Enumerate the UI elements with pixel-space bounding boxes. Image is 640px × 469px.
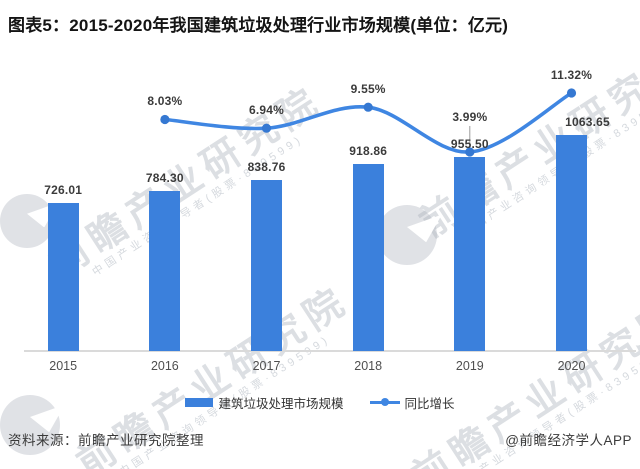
line-point-2019 bbox=[465, 147, 475, 157]
bar-value-label-2017: 838.76 bbox=[247, 160, 286, 175]
chart-legend: 建筑垃圾处理市场规模 同比增长 bbox=[0, 393, 640, 412]
line-point-2016 bbox=[160, 114, 170, 125]
bar-swatch-icon bbox=[185, 398, 214, 407]
growth-value-label-2018: 9.55% bbox=[350, 82, 386, 97]
bar-2020 bbox=[556, 134, 587, 351]
x-axis-label-2018: 2018 bbox=[354, 359, 383, 373]
chart-title: 图表5：2015-2020年我国建筑垃圾处理行业市场规模(单位：亿元) bbox=[8, 16, 509, 35]
x-axis-line bbox=[24, 350, 636, 352]
bar-value-label-2018: 918.86 bbox=[349, 144, 388, 158]
legend-label: 同比增长 bbox=[404, 397, 455, 411]
growth-value-label-2017: 6.94% bbox=[249, 103, 285, 118]
bar-2017 bbox=[251, 180, 283, 351]
legend-item-growth: 同比增长 bbox=[369, 393, 455, 412]
x-axis-label-2019: 2019 bbox=[455, 359, 484, 373]
growth-value-label-2020: 11.32% bbox=[550, 67, 593, 82]
bar-2016 bbox=[149, 191, 181, 351]
growth-value-label-2016: 8.03% bbox=[147, 94, 183, 109]
bar-2019 bbox=[454, 156, 486, 351]
line-point-2018 bbox=[363, 102, 373, 112]
legend-label: 建筑垃圾处理市场规模 bbox=[218, 397, 344, 411]
x-axis-label-2017: 2017 bbox=[252, 359, 281, 373]
bar-value-label-2015: 726.01 bbox=[44, 183, 83, 198]
bar-value-label-2019: 955.50 bbox=[450, 136, 489, 151]
x-axis-label-2020: 2020 bbox=[557, 359, 586, 373]
footer-credit-text: @前瞻经济学人APP bbox=[505, 433, 632, 448]
bar-2018 bbox=[352, 164, 384, 351]
footer-source-text: 资料来源：前瞻产业研究院整理 bbox=[8, 433, 204, 448]
bar-value-label-2016: 784.30 bbox=[145, 171, 184, 186]
x-axis-label-2016: 2016 bbox=[150, 359, 179, 373]
x-axis-label-2015: 2015 bbox=[49, 359, 78, 373]
line-dot-swatch-icon bbox=[369, 401, 400, 404]
bar-2015 bbox=[47, 203, 79, 351]
growth-value-label-2019: 3.99% bbox=[452, 109, 488, 124]
legend-item-market-size: 建筑垃圾处理市场规模 bbox=[185, 393, 344, 412]
line-point-2020 bbox=[566, 88, 577, 98]
bar-value-label-2020: 1063.65 bbox=[565, 114, 610, 129]
line-point-2017 bbox=[261, 123, 272, 133]
